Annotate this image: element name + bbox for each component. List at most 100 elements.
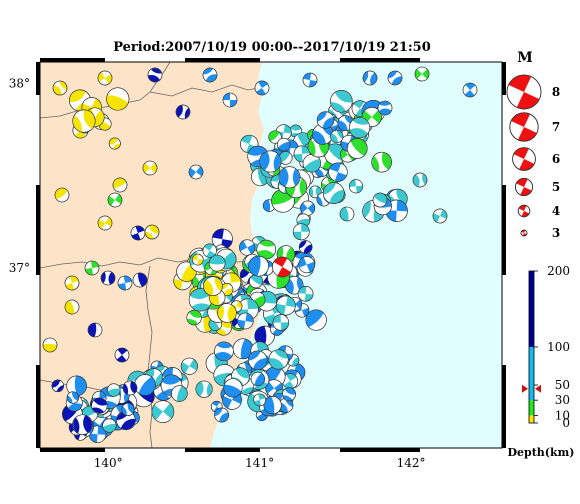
focal-mechanism-symbol <box>180 357 198 375</box>
focal-mechanism-symbol <box>54 187 70 203</box>
latitude-label: 38° <box>9 76 30 90</box>
focal-mechanism-symbol <box>202 243 217 258</box>
focal-mechanism-symbol <box>250 371 265 387</box>
latitude-labels: 38° 37° <box>9 76 30 275</box>
focal-mechanism-symbol <box>285 276 304 295</box>
focal-mechanism-symbol <box>298 240 313 254</box>
focal-mechanism-symbol <box>272 256 293 278</box>
focal-mechanism-symbol <box>107 192 123 208</box>
magnitude-legend-label: 5 <box>552 180 560 194</box>
focal-mechanism-symbol <box>268 349 289 370</box>
focal-mechanism-symbol <box>259 150 282 173</box>
focal-mechanism-symbol <box>203 276 223 296</box>
focal-mechanism-symbol <box>208 254 226 272</box>
focal-mechanism-symbol <box>275 295 296 316</box>
magnitude-legend-symbol <box>506 74 542 110</box>
focal-mechanism-symbol <box>102 418 117 433</box>
focal-mechanism-symbol <box>222 92 238 108</box>
focal-mechanism-symbol <box>254 80 270 96</box>
depth-band <box>529 400 534 416</box>
focal-mechanism-symbol <box>117 275 133 291</box>
focal-mechanism-symbol <box>114 347 130 363</box>
focal-mechanism-symbol <box>348 179 364 194</box>
focal-mechanism-symbol <box>122 380 138 396</box>
period-title: Period:2007/10/19 00:00--2017/10/19 21:5… <box>113 40 431 55</box>
focal-mechanism-symbol <box>72 109 96 133</box>
focal-mechanism-symbol <box>328 162 348 182</box>
focal-mechanism-symbol <box>462 82 478 98</box>
focal-mechanism-symbol <box>191 253 204 266</box>
magnitude-legend-symbol <box>520 229 528 237</box>
focal-mechanism-symbol <box>214 341 234 362</box>
map-frame-ticks <box>36 58 506 452</box>
focal-mechanism-symbol <box>302 154 321 173</box>
magnitude-legend: 8 7 6 5 4 3 <box>506 74 560 240</box>
focal-mechanism-symbol <box>97 215 113 231</box>
depth-tick-label: 0 <box>562 416 570 430</box>
focal-mechanism-symbol <box>272 314 290 331</box>
focal-mechanism-symbol <box>346 138 368 159</box>
focal-mechanism-symbol <box>362 70 378 86</box>
focal-mechanism-events <box>42 66 478 443</box>
focal-mechanism-symbol <box>195 380 213 398</box>
focal-mechanism-symbol <box>297 285 314 302</box>
longitude-label: 140° <box>94 456 123 470</box>
focal-mechanism-symbol <box>64 275 80 291</box>
focal-mechanism-symbol <box>116 410 136 431</box>
focal-mechanism-symbol <box>188 164 204 180</box>
depth-band <box>529 347 534 401</box>
focal-mechanism-symbol <box>377 100 393 116</box>
focal-mechanism-symbol <box>66 391 79 404</box>
focal-mechanism-symbol <box>263 396 282 415</box>
magnitude-legend-label: 4 <box>552 204 560 218</box>
longitude-labels: 140° 141° 142° <box>94 456 426 470</box>
focal-mechanism-symbol <box>300 200 316 216</box>
focal-mechanism-symbol <box>106 87 130 111</box>
depth-tick-label: 10 <box>555 408 570 422</box>
focal-mechanism-symbol <box>316 111 335 129</box>
map-area <box>40 62 502 448</box>
focal-mechanism-symbol <box>112 177 128 193</box>
focal-mechanism-symbol <box>292 223 310 241</box>
focal-mechanism-symbol <box>87 322 103 338</box>
depth-marker <box>522 384 541 393</box>
focal-mechanism-symbol <box>248 255 269 277</box>
focal-mechanism-symbol <box>371 151 392 173</box>
depth-tick-label: 30 <box>555 393 570 407</box>
magnitude-legend-heading: M <box>517 50 533 66</box>
focal-mechanism-symbol <box>223 378 243 398</box>
focal-mechanism-symbol <box>52 80 68 96</box>
focal-mechanism-symbol <box>211 228 233 250</box>
longitude-label: 142° <box>397 456 426 470</box>
focal-mechanism-symbol <box>147 67 163 83</box>
depth-tick-label: 50 <box>555 378 570 392</box>
focal-mechanism-symbol <box>186 309 202 326</box>
focal-mechanism-symbol <box>412 172 428 188</box>
magnitude-legend-symbol <box>512 147 536 171</box>
focal-mechanism-symbol <box>217 303 237 323</box>
focal-mechanism-symbol <box>248 350 268 370</box>
focal-mechanism-symbol <box>91 397 108 414</box>
focal-mechanism-symbol <box>387 70 403 86</box>
focal-mechanism-symbol <box>249 274 263 289</box>
magnitude-legend-label: 8 <box>552 85 560 99</box>
focal-mechanism-symbol <box>175 104 191 120</box>
focal-mechanism-symbol <box>97 70 113 86</box>
magnitude-legend-symbol <box>517 204 531 218</box>
focal-mechanism-symbol <box>214 407 229 423</box>
focal-mechanism-symbol <box>312 123 334 145</box>
focal-mechanism-symbol <box>151 400 175 423</box>
focal-mechanism-symbol <box>282 373 299 390</box>
focal-mechanism-symbol <box>330 129 344 144</box>
magnitude-legend-label: 3 <box>552 226 560 240</box>
focal-mechanism-symbol <box>202 67 218 83</box>
focal-mechanism-symbol <box>171 385 188 402</box>
longitude-label: 141° <box>245 456 274 470</box>
depth-tick-label: 100 <box>547 340 570 354</box>
focal-mechanism-symbol <box>278 397 294 413</box>
focal-mechanism-symbol <box>349 117 371 139</box>
focal-mechanism-symbol <box>130 225 146 241</box>
focal-mechanism-symbol <box>84 260 100 276</box>
